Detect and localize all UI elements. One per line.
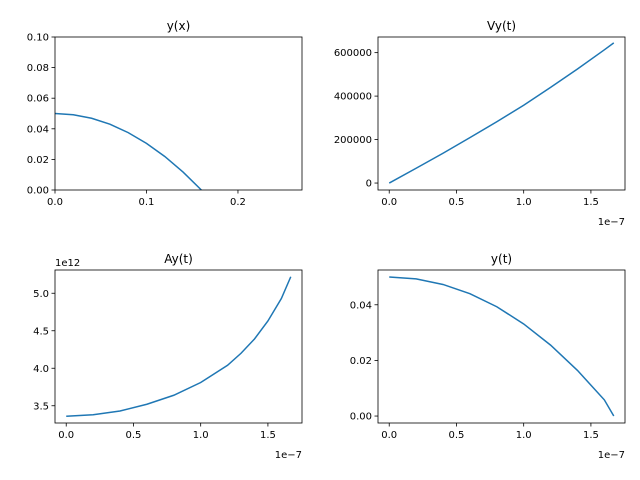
y-tick-label: 0.00 (27, 186, 49, 197)
y-tick-label: 0.08 (27, 63, 49, 74)
axes-frame (377, 36, 626, 191)
x-tick-label: 0.5 (126, 430, 142, 441)
chart-title: Vy(t) (487, 19, 516, 33)
series-line (55, 112, 202, 190)
x-tick-label: 0.5 (449, 430, 465, 441)
y-tick-label: 5.0 (33, 289, 49, 300)
x-offset-label: 1e−7 (598, 450, 625, 461)
x-offset-label: 1e−7 (275, 450, 302, 461)
x-tick-label: 0.5 (449, 197, 465, 208)
y-tick-label: 4.0 (33, 364, 49, 375)
y-tick-label: 0.00 (350, 412, 372, 423)
y-tick-label: 0.02 (350, 356, 372, 367)
chart-1: y(x) 0.0 0.1 0.2 0.00 0.02 0.04 0.06 0.08 0.10 (27, 19, 303, 208)
x-tick-label: 1.0 (516, 430, 532, 441)
y-tick-label: 0.10 (27, 33, 49, 44)
chart-title: Ay(t) (164, 252, 193, 266)
series-line (66, 276, 292, 417)
y-offset-label: 1e12 (55, 258, 80, 269)
chart-2: Vy(t) 0.0 0.5 1.0 1.5 0 200000 400000 600000 1e−7 (334, 19, 626, 228)
y-tick-label: 200000 (334, 135, 372, 146)
chart-3: Ay(t) 0.0 0.5 1.0 1.5 3.5 4.0 4.5 5.0 1e−7 1e12 (33, 252, 303, 461)
chart-title: y(x) (167, 19, 191, 33)
chart-4: y(t) 0.0 0.5 1.0 1.5 0.00 0.02 0.04 1e−7 (350, 252, 626, 461)
axes-frame (54, 269, 303, 424)
y-tick-label: 0 (366, 179, 372, 190)
x-tick-label: 0.2 (230, 197, 246, 208)
x-tick-label: 1.5 (260, 430, 276, 441)
x-tick-label: 0.1 (139, 197, 155, 208)
x-tick-label: 1.0 (193, 430, 209, 441)
y-tick-label: 0.04 (350, 300, 372, 311)
series-line (389, 276, 615, 417)
y-tick-label: 0.04 (27, 124, 49, 135)
y-tick-label: 3.5 (33, 401, 49, 412)
y-tick-label: 4.5 (33, 326, 49, 337)
y-tick-label: 400000 (334, 92, 372, 103)
x-tick-label: 1.5 (583, 197, 599, 208)
axes-frame (377, 269, 626, 424)
chart-title: y(t) (491, 252, 512, 266)
x-tick-label: 0.0 (58, 430, 74, 441)
axes-frame (54, 36, 303, 191)
x-tick-label: 1.0 (516, 197, 532, 208)
y-tick-label: 0.06 (27, 94, 49, 105)
series-line (388, 42, 615, 184)
x-offset-label: 1e−7 (598, 217, 625, 228)
x-tick-label: 0.0 (47, 197, 63, 208)
x-tick-label: 1.5 (583, 430, 599, 441)
x-tick-label: 0.0 (381, 430, 397, 441)
y-tick-label: 600000 (334, 48, 372, 59)
y-tick-label: 0.02 (27, 155, 49, 166)
x-tick-label: 0.0 (381, 197, 397, 208)
